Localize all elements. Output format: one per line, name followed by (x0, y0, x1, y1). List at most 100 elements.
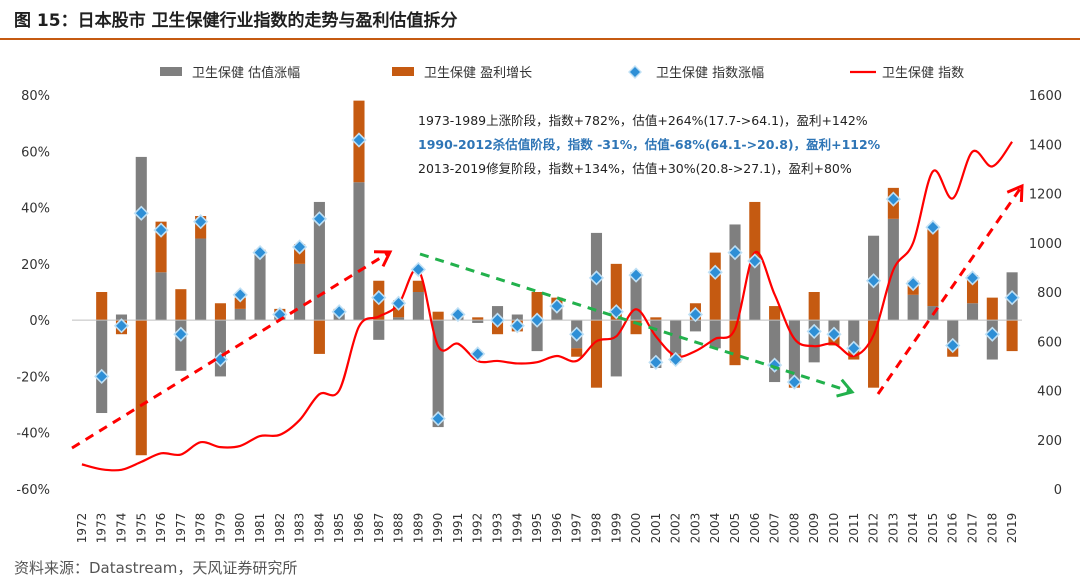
bar-valuation (294, 263, 306, 321)
x-tick-label: 2018 (985, 513, 999, 544)
y-left-tick-label: -20% (16, 370, 50, 385)
marker-index-change (549, 298, 565, 314)
y-right-tick-label: 600 (1037, 335, 1062, 350)
bar-valuation (749, 258, 761, 321)
marker-index-change (410, 261, 426, 278)
x-tick-label: 1989 (411, 513, 425, 544)
legend-label: 卫生保健 估值涨幅 (192, 65, 300, 81)
annotation-phase-1: 1973-1989上涨阶段，指数+782%，估值+264%(17.7->64.1… (418, 113, 868, 128)
marker-index-change (707, 264, 723, 280)
marker-index-change (94, 368, 110, 385)
x-tick-label: 1996 (550, 513, 564, 544)
bar-earnings (966, 275, 979, 304)
trend-arrow-decline (419, 252, 853, 394)
bar-earnings (650, 317, 662, 321)
marker-index-change (628, 267, 644, 283)
bar-earnings (610, 263, 622, 321)
y-left-tick-label: 0% (29, 314, 50, 329)
y-right-tick-label: 1000 (1029, 237, 1062, 252)
marker-index-change (450, 306, 466, 323)
bar-earnings (709, 252, 721, 321)
y-right-tick-label: 400 (1037, 385, 1062, 400)
x-tick-label: 2005 (728, 513, 742, 544)
marker-index-change (668, 351, 684, 368)
x-tick-label: 2013 (886, 513, 900, 544)
bar-valuation (630, 272, 642, 321)
bar-valuation (214, 320, 226, 377)
x-tick-label: 2008 (787, 513, 801, 544)
bar-earnings (769, 306, 781, 321)
bar-earnings (234, 297, 246, 309)
x-tick-label: 2010 (827, 513, 841, 544)
x-tick-label: 1974 (114, 513, 128, 544)
bar-valuation (373, 320, 385, 340)
marker-index-change (113, 318, 130, 334)
marker-index-change (865, 273, 882, 289)
y-right-tick-label: 1200 (1029, 188, 1062, 203)
marker-index-change (925, 219, 941, 235)
x-tick-label: 1978 (194, 513, 208, 544)
x-tick-label: 1995 (530, 513, 544, 544)
marker-index-change (786, 374, 803, 390)
bar-valuation (808, 320, 820, 363)
legend-label: 卫生保健 盈利增长 (424, 66, 532, 81)
y-right-tick-label: 1600 (1029, 89, 1062, 104)
bar-valuation (729, 224, 741, 321)
marker-index-change (1004, 289, 1020, 306)
bar-valuation (966, 303, 979, 321)
annotation-phase-2: 1990-2012杀估值阶段，指数 -31%，估值-68%(64.1->20.8… (418, 137, 881, 152)
annotation-phase-3: 2013-2019修复阶段，指数+134%，估值+30%(20.8->27.1)… (418, 161, 852, 176)
x-tick-label: 1986 (352, 513, 366, 544)
bar-earnings (432, 311, 444, 321)
marker-index-change (608, 304, 624, 320)
x-tick-label: 1991 (451, 513, 465, 544)
bar-earnings (590, 320, 603, 388)
marker-index-change (747, 253, 763, 269)
x-tick-label: 1979 (213, 513, 227, 544)
legend-label: 卫生保健 指数涨幅 (656, 66, 764, 81)
bar-earnings (313, 320, 325, 354)
y-left-tick-label: 40% (21, 202, 50, 217)
marker-index-change (252, 244, 268, 261)
marker-index-change (232, 287, 248, 303)
x-tick-label: 1992 (471, 513, 485, 544)
figure-title: 图 15：日本股市 卫生保健行业指数的走势与盈利估值拆分 (14, 11, 458, 31)
y-right-tick-label: 0 (1054, 483, 1062, 498)
x-tick-label: 2003 (688, 513, 702, 544)
marker-index-change (331, 304, 347, 320)
x-tick-label: 2015 (926, 513, 940, 544)
x-tick-label: 1983 (293, 513, 307, 544)
bar-valuation (709, 320, 721, 349)
bar-valuation (175, 320, 187, 371)
x-tick-label: 1987 (372, 513, 386, 544)
bar-valuation (115, 314, 128, 321)
bar-valuation (472, 320, 484, 323)
marker-index-change (826, 326, 842, 342)
x-tick-label: 1982 (273, 513, 287, 544)
trend-arrow-rise-head (373, 250, 393, 268)
bar-earnings (630, 320, 642, 335)
x-tick-label: 2016 (946, 513, 960, 544)
x-tick-label: 1993 (491, 513, 505, 544)
bar-earnings (412, 280, 424, 292)
x-tick-label: 1981 (253, 513, 267, 544)
marker-index-change (470, 346, 486, 362)
bar-valuation (689, 320, 701, 332)
bar-valuation (393, 317, 405, 321)
bar-earnings (531, 292, 543, 321)
index-line (81, 141, 1013, 472)
bar-earnings (472, 317, 484, 321)
x-tick-label: 1972 (75, 513, 89, 544)
bar-earnings (135, 320, 147, 456)
marker-index-change (153, 222, 169, 238)
x-tick-label: 2012 (867, 513, 881, 544)
marker-index-change (212, 351, 229, 368)
legend-label: 卫生保健 指数 (882, 66, 964, 81)
marker-index-change (489, 312, 506, 328)
trend-arrow-recovery-head (1006, 183, 1024, 203)
marker-index-change (964, 270, 981, 286)
x-tick-label: 1990 (431, 513, 445, 544)
y-left-tick-label: -40% (16, 427, 50, 442)
marker-index-change (846, 340, 862, 356)
bar-earnings (749, 201, 761, 259)
